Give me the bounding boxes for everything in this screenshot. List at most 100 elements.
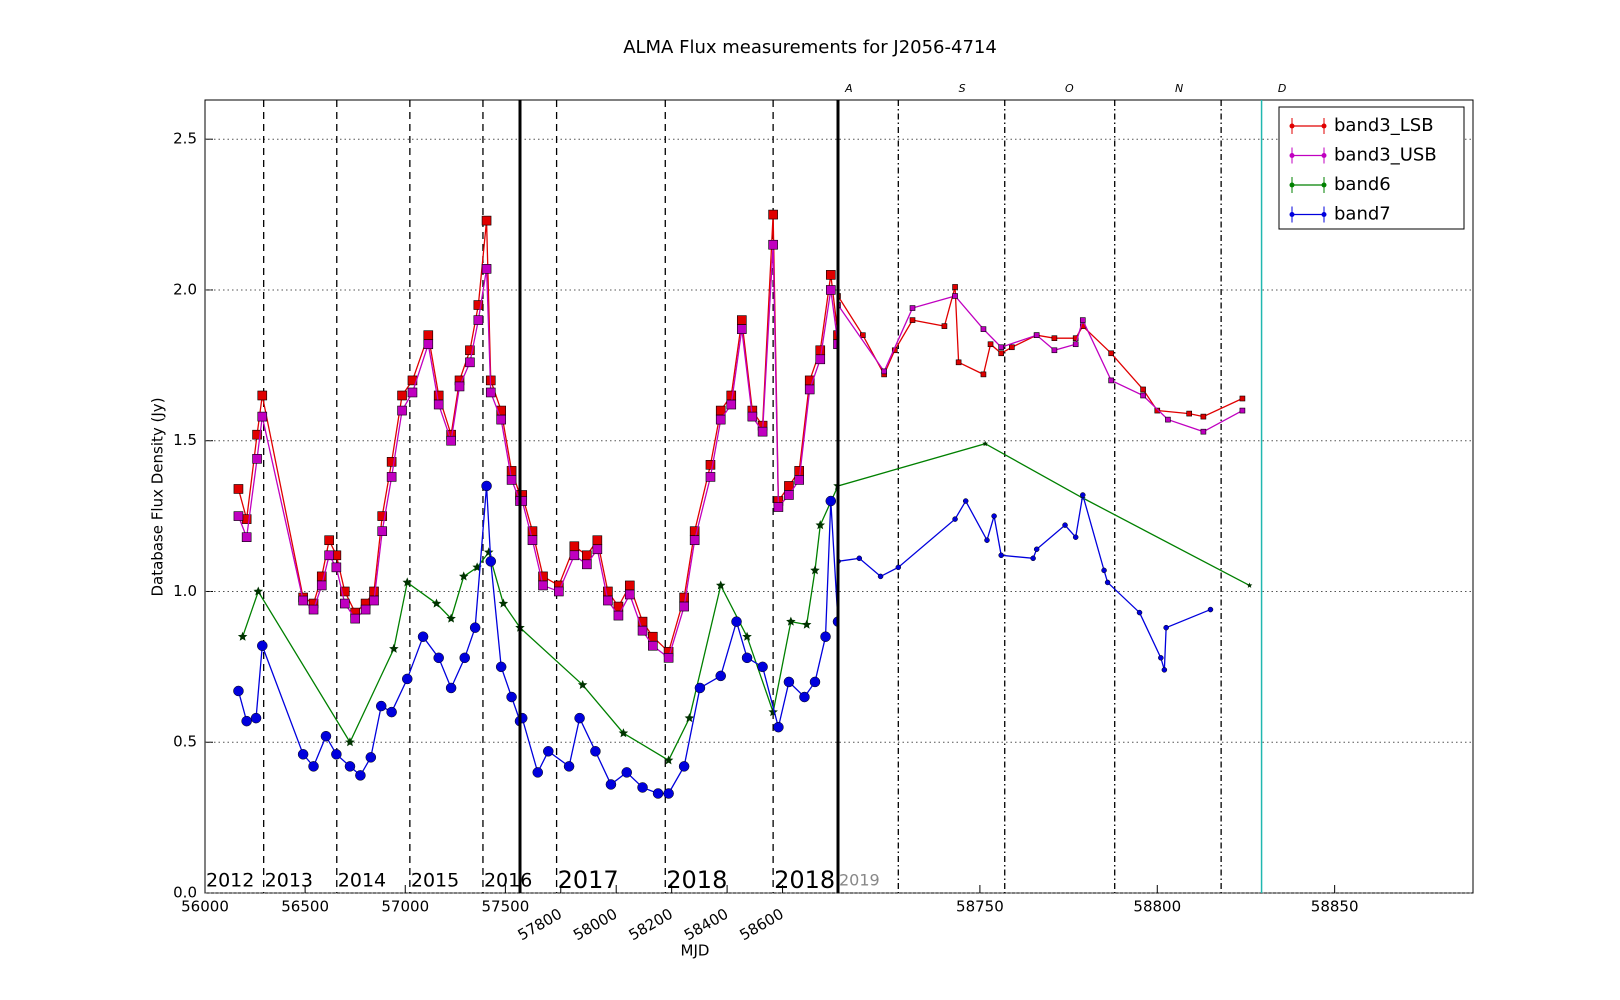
legend-marker bbox=[1321, 123, 1327, 129]
point bbox=[496, 414, 506, 425]
point bbox=[515, 496, 520, 506]
point bbox=[909, 317, 916, 323]
point bbox=[1246, 582, 1253, 588]
series-line bbox=[838, 443, 1250, 587]
point bbox=[820, 631, 831, 642]
x-tick-label: 58200 bbox=[626, 905, 676, 944]
point bbox=[298, 595, 308, 606]
point bbox=[433, 652, 444, 664]
point bbox=[377, 526, 388, 536]
point bbox=[1186, 410, 1193, 417]
point bbox=[860, 332, 866, 338]
point bbox=[257, 411, 268, 422]
point bbox=[386, 472, 397, 482]
point bbox=[324, 535, 334, 546]
point bbox=[445, 682, 457, 694]
point bbox=[715, 580, 726, 590]
point bbox=[809, 676, 821, 688]
y-tick-label: 0.5 bbox=[173, 733, 197, 751]
panel bbox=[520, 100, 838, 893]
x-tick-label: 57500 bbox=[482, 898, 530, 916]
point bbox=[431, 598, 442, 608]
x-tick-label: 57000 bbox=[381, 898, 429, 916]
point bbox=[543, 746, 554, 757]
year-label: 2013 bbox=[265, 870, 313, 892]
point bbox=[592, 535, 603, 546]
point bbox=[603, 595, 613, 606]
point bbox=[344, 761, 356, 772]
point bbox=[506, 475, 517, 485]
point bbox=[825, 270, 836, 280]
point bbox=[877, 573, 884, 580]
point bbox=[833, 339, 838, 350]
point bbox=[253, 586, 264, 596]
point bbox=[527, 535, 538, 546]
point bbox=[784, 481, 794, 491]
point bbox=[982, 440, 989, 447]
point bbox=[984, 537, 990, 543]
point bbox=[369, 595, 379, 606]
point bbox=[590, 746, 601, 757]
point bbox=[375, 700, 387, 712]
point bbox=[506, 691, 517, 703]
point bbox=[389, 643, 399, 653]
month-label: O bbox=[1065, 82, 1074, 95]
point bbox=[815, 345, 826, 356]
point bbox=[1239, 395, 1246, 402]
point bbox=[1051, 347, 1058, 354]
point bbox=[684, 713, 695, 723]
point bbox=[637, 625, 648, 636]
point bbox=[1165, 416, 1171, 423]
point bbox=[952, 284, 958, 290]
point bbox=[815, 520, 826, 530]
x-tick-label: 56500 bbox=[281, 898, 329, 916]
point bbox=[998, 552, 1004, 559]
point bbox=[1108, 377, 1114, 384]
point bbox=[241, 532, 252, 543]
point bbox=[297, 749, 309, 760]
point bbox=[484, 547, 494, 557]
point bbox=[454, 381, 465, 392]
point bbox=[377, 511, 388, 521]
point bbox=[538, 580, 548, 591]
point bbox=[569, 550, 580, 561]
point bbox=[941, 323, 948, 329]
legend-text: band3_USB bbox=[1334, 145, 1437, 166]
point bbox=[397, 405, 407, 416]
point bbox=[768, 239, 778, 250]
legend-marker bbox=[1289, 153, 1295, 158]
x-tick-label: 58750 bbox=[956, 898, 1004, 916]
x-tick-label: 58000 bbox=[570, 905, 620, 944]
point bbox=[689, 535, 700, 546]
point bbox=[1104, 579, 1111, 586]
point bbox=[233, 685, 244, 697]
point bbox=[1033, 332, 1040, 338]
point bbox=[856, 555, 863, 562]
point bbox=[715, 405, 726, 416]
x-tick-label: 58600 bbox=[736, 905, 786, 944]
point bbox=[554, 586, 564, 597]
point bbox=[481, 264, 492, 274]
point bbox=[1072, 534, 1079, 540]
point bbox=[233, 511, 244, 521]
point bbox=[331, 562, 342, 573]
point bbox=[423, 339, 434, 350]
point bbox=[637, 782, 648, 793]
point bbox=[1158, 655, 1164, 661]
point bbox=[485, 387, 496, 398]
point bbox=[794, 466, 804, 476]
point bbox=[801, 619, 812, 629]
point bbox=[618, 728, 629, 738]
x-tick-label: 58800 bbox=[1133, 898, 1181, 916]
point bbox=[577, 679, 588, 689]
point bbox=[233, 484, 244, 494]
point bbox=[825, 285, 836, 295]
point bbox=[481, 480, 492, 492]
point bbox=[624, 589, 635, 600]
point bbox=[952, 516, 958, 522]
point bbox=[355, 770, 366, 781]
y-tick-label: 1.0 bbox=[173, 582, 197, 600]
point bbox=[726, 390, 737, 401]
point bbox=[980, 326, 987, 332]
